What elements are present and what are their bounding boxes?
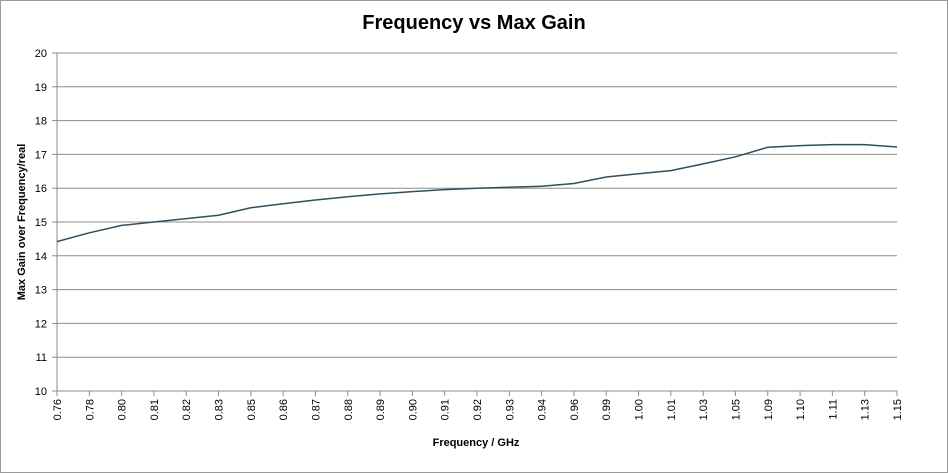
y-tick-label: 17 xyxy=(35,149,47,161)
x-tick-label: 1.15 xyxy=(892,399,904,420)
x-tick-label: 0.86 xyxy=(278,399,290,420)
y-tick-label: 19 xyxy=(35,82,47,94)
x-tick-label: 0.87 xyxy=(310,399,322,420)
gridlines xyxy=(52,52,898,396)
x-tick-label: 0.94 xyxy=(537,399,549,420)
x-tick-label: 0.89 xyxy=(375,399,387,420)
y-tick-label: 13 xyxy=(35,285,47,297)
x-tick-label: 1.03 xyxy=(698,399,710,420)
x-tick-label: 1.05 xyxy=(730,399,742,420)
y-tick-label: 14 xyxy=(35,251,47,263)
x-axis-ticks: 0.76 0.78 0.80 0.81 0.82 0.83 0.85 0.86 0.87 0.88… xyxy=(52,399,904,420)
x-tick-label: 0.80 xyxy=(117,399,129,420)
series-line-0 xyxy=(56,143,898,243)
x-tick-label: 1.10 xyxy=(795,399,807,420)
x-tick-label: 0.90 xyxy=(407,399,419,420)
x-tick-label: 0.91 xyxy=(440,399,452,420)
y-tick-label: 11 xyxy=(36,352,47,364)
x-tick-label: 0.76 xyxy=(52,399,64,420)
y-axis-ticks: 10 11 12 13 14 15 16 17 18 19 20 xyxy=(35,48,47,398)
x-tick-label: 0.85 xyxy=(246,399,258,420)
x-axis-label: Frequency / GHz xyxy=(433,437,520,449)
x-tick-label: 1.13 xyxy=(860,399,872,420)
y-tick-label: 20 xyxy=(35,48,47,60)
x-tick-label: 1.00 xyxy=(634,399,646,420)
x-tick-label: 0.88 xyxy=(343,399,355,420)
y-tick-label: 10 xyxy=(35,386,47,398)
series-group xyxy=(56,143,898,243)
y-axis-label: Max Gain over Frequency/real xyxy=(16,144,28,301)
y-tick-label: 18 xyxy=(35,116,47,128)
x-tick-label: 1.01 xyxy=(666,399,678,420)
x-tick-label: 0.82 xyxy=(181,399,193,420)
y-tick-label: 15 xyxy=(35,217,47,229)
x-tick-label: 0.81 xyxy=(149,399,161,420)
x-tick-label: 0.92 xyxy=(472,399,484,420)
x-tick-label: 0.83 xyxy=(214,399,226,420)
x-tick-label: 0.78 xyxy=(84,399,96,420)
x-tick-label: 1.09 xyxy=(763,399,775,420)
chart-title: Frequency vs Max Gain xyxy=(362,12,586,34)
y-tick-label: 12 xyxy=(35,318,47,330)
y-tick-label: 16 xyxy=(35,183,47,195)
x-tick-label: 1.11 xyxy=(827,399,839,420)
x-tick-label: 0.93 xyxy=(504,399,516,420)
x-tick-label: 0.96 xyxy=(569,399,581,420)
x-tick-label: 0.99 xyxy=(601,399,613,420)
